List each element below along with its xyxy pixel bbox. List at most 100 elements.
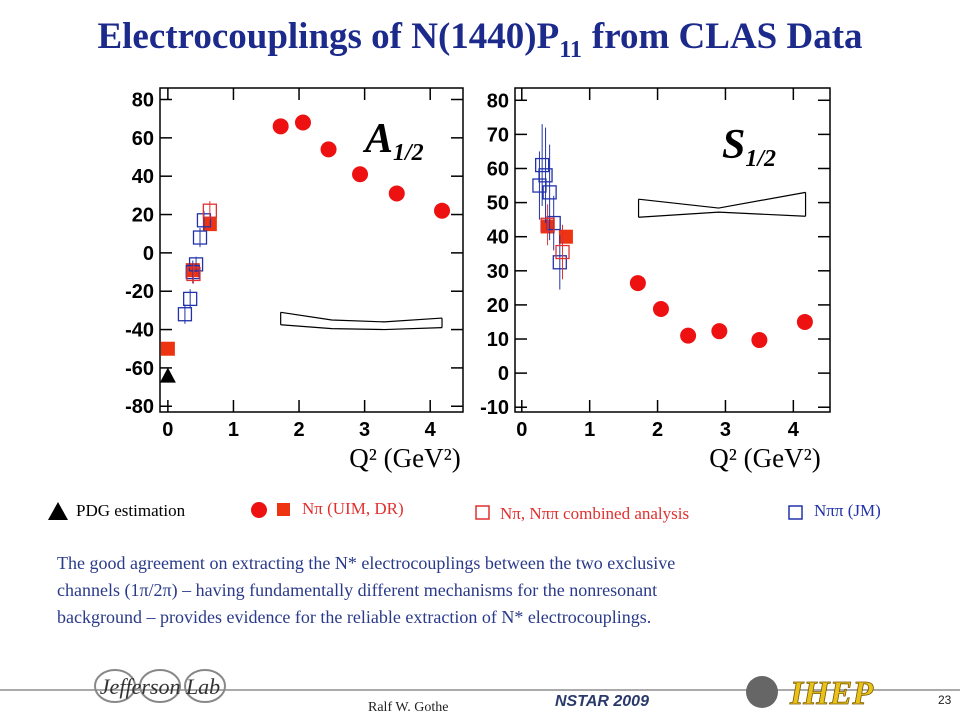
point: [796, 313, 813, 330]
paragraph-line: channels (1π/2π) – having fundamentally …: [57, 580, 657, 601]
x-tick-label: 4: [788, 419, 800, 441]
title-subscript: 11: [559, 37, 582, 63]
point: [183, 291, 198, 307]
y-tick-label: 0: [143, 243, 154, 265]
point: [188, 257, 204, 272]
point: [185, 264, 200, 280]
chart: 80 60 40 20 0 -20 -40 -60 -80 0 1 2 3 4Q² (GeV²) A1/2: [125, 87, 464, 473]
point: [558, 229, 573, 244]
y-tick-label: 10: [487, 329, 509, 351]
paragraph-line: background – provides evidence for the r…: [57, 607, 651, 627]
conference: NSTAR 2009: [555, 693, 649, 710]
legend-open-square: [788, 505, 803, 520]
y-tick-label: 20: [487, 295, 509, 317]
x-axis-label: Q² (GeV²): [709, 443, 820, 473]
y-tick-label: -20: [125, 281, 154, 303]
y-tick-label: 80: [132, 90, 154, 112]
point: [538, 168, 553, 183]
legend-label: Nπ, Nππ combined analysis: [500, 504, 689, 523]
point: [192, 230, 208, 245]
y-tick-label: 0: [498, 363, 509, 385]
chart-label: S1/2: [722, 122, 776, 172]
y-tick-label: 60: [487, 158, 509, 180]
band-edge: [638, 191, 806, 209]
point: [160, 341, 175, 356]
author: Ralf W. Gothe: [368, 700, 449, 715]
chart-label: A1/2: [362, 116, 424, 166]
x-tick-label: 1: [584, 419, 595, 441]
point: [535, 157, 550, 173]
point: [186, 266, 201, 282]
logo-ring: [94, 669, 136, 703]
point: [555, 244, 570, 260]
y-tick-label: 50: [487, 193, 509, 215]
legend-circle: [251, 502, 267, 518]
point: [159, 367, 176, 383]
label-subscript: 1/2: [393, 140, 424, 166]
logo-ring: [184, 669, 226, 703]
band-edge: [638, 211, 806, 218]
slide-title: Electrocouplings of N(1440)P11 from CLAS …: [97, 16, 862, 63]
paragraph: The good agreement on extracting the N* …: [57, 553, 680, 627]
point: [272, 118, 289, 135]
ihep-logo: IHEP: [789, 675, 873, 712]
band-edge: [280, 311, 443, 323]
x-axis-label: Q² (GeV²): [349, 443, 460, 473]
point: [652, 301, 669, 318]
x-tick-label: 2: [652, 419, 663, 441]
jlab-logo: Jefferson Lab: [94, 669, 226, 703]
label-main: S: [722, 122, 745, 168]
x-tick-label: 1: [228, 419, 239, 441]
point: [177, 307, 193, 322]
band-edge: [280, 324, 443, 331]
y-tick-label: 40: [487, 227, 509, 249]
legend-label: Nππ (JM): [814, 501, 881, 520]
y-tick-label: 30: [487, 261, 509, 283]
label-subscript: 1/2: [745, 146, 776, 172]
legend-triangle: [48, 502, 68, 520]
x-tick-label: 3: [720, 419, 731, 441]
point: [680, 327, 697, 344]
point: [202, 203, 217, 218]
plot-frame: [159, 87, 464, 413]
page-number: 23: [938, 693, 952, 707]
x-tick-label: 2: [293, 419, 304, 441]
point: [434, 202, 451, 219]
plot-frame: [514, 87, 831, 413]
logo-ring: [139, 669, 181, 703]
label-main: A: [362, 116, 393, 162]
point: [711, 323, 728, 340]
x-tick-label: 0: [162, 419, 173, 441]
point: [542, 185, 557, 200]
title-main: Electrocouplings of N(1440)P: [97, 16, 559, 57]
point: [388, 185, 405, 202]
x-tick-label: 0: [516, 419, 527, 441]
legend-label: PDG estimation: [76, 501, 186, 520]
point: [751, 332, 768, 349]
y-tick-label: -40: [125, 320, 154, 342]
y-tick-label: 60: [132, 128, 154, 150]
point: [352, 166, 369, 183]
point: [540, 217, 555, 232]
point: [320, 141, 337, 158]
y-tick-label: -80: [125, 396, 154, 418]
y-tick-label: 70: [487, 124, 509, 146]
legend-open-square: [475, 505, 490, 520]
ihep-emblem: [746, 676, 778, 708]
y-tick-label: -10: [480, 397, 509, 419]
chart: 80 70 60 50 40 30 20 10 0 -10 0 1 2 3 4Q² (GeV²) S1/2: [480, 87, 831, 473]
legend-label: Nπ (UIM, DR): [302, 499, 404, 518]
y-tick-label: 80: [487, 90, 509, 112]
paragraph-line: The good agreement on extracting the N* …: [57, 553, 675, 573]
y-tick-label: 20: [132, 205, 154, 227]
logo-text: Jefferson Lab: [100, 674, 220, 699]
x-tick-label: 3: [359, 419, 370, 441]
y-tick-label: -60: [125, 358, 154, 380]
point: [294, 114, 311, 131]
point: [552, 255, 567, 270]
legend-square: [277, 503, 290, 516]
title-rest: from CLAS Data: [592, 16, 863, 57]
point: [629, 275, 646, 292]
